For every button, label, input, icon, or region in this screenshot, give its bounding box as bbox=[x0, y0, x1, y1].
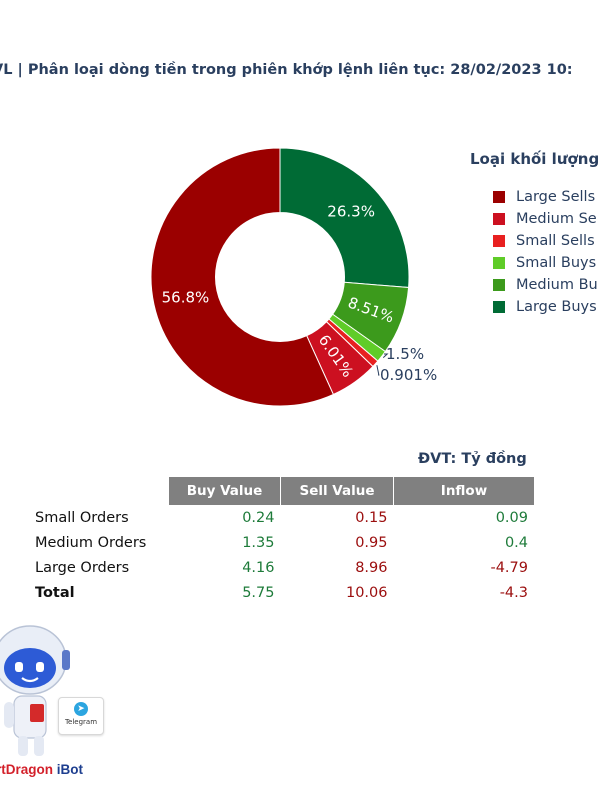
brand-logo: rtDragon iBot bbox=[0, 762, 83, 777]
leader-line bbox=[376, 365, 380, 376]
table-header-row: Buy Value Sell Value Inflow bbox=[27, 477, 534, 505]
inflow-cell: 0.09 bbox=[495, 509, 528, 526]
chart-title: VL | Phân loại dòng tiền trong phiên khớ… bbox=[0, 62, 573, 78]
legend-title: Loại khối lượng bbox=[470, 150, 600, 168]
header-sell-value: Sell Value bbox=[280, 477, 394, 505]
donut-chart: 26.3%8.51%1.5%0.901%6.01%56.8% bbox=[150, 147, 437, 407]
telegram-label: Telegram bbox=[64, 718, 98, 726]
table-row: Small Orders 0.24 0.15 0.09 bbox=[27, 505, 534, 530]
row-label: Small Orders bbox=[35, 509, 129, 526]
legend-item-medium-sells[interactable]: Medium Se bbox=[493, 208, 598, 230]
inflow-cell: 0.4 bbox=[504, 534, 528, 551]
table-row: Large Orders 4.16 8.96 -4.79 bbox=[27, 555, 534, 580]
legend-swatch bbox=[493, 213, 505, 225]
legend-swatch bbox=[493, 235, 505, 247]
slice-label: 0.901% bbox=[380, 366, 437, 384]
money-flow-table: Buy Value Sell Value Inflow Small Orders… bbox=[27, 477, 534, 605]
table-row: Medium Orders 1.35 0.95 0.4 bbox=[27, 530, 534, 555]
legend-item-large-sells[interactable]: Large Sells bbox=[493, 186, 598, 208]
brand-part2: iBot bbox=[53, 762, 83, 777]
legend-swatch bbox=[493, 257, 505, 269]
donut-slice-large-sells[interactable] bbox=[150, 147, 335, 407]
buy-value-cell: 5.75 bbox=[242, 584, 275, 601]
slice-label: 1.5% bbox=[386, 345, 424, 363]
legend-label: Small Sells bbox=[516, 233, 595, 249]
buy-value-cell: 4.16 bbox=[242, 559, 275, 576]
legend-label: Large Buys bbox=[516, 299, 597, 315]
slice-label: 26.3% bbox=[327, 202, 375, 220]
legend-item-medium-buys[interactable]: Medium Bu bbox=[493, 274, 598, 296]
legend-swatch bbox=[493, 191, 505, 203]
legend: Large Sells Medium Se Small Sells Small … bbox=[493, 186, 598, 318]
telegram-icon: ➤ bbox=[74, 702, 88, 716]
donut-slice-large-buys[interactable] bbox=[279, 147, 410, 289]
row-label: Total bbox=[35, 584, 75, 601]
header-buy-value: Buy Value bbox=[168, 477, 281, 505]
sell-value-cell: 0.95 bbox=[355, 534, 388, 551]
sell-value-cell: 10.06 bbox=[345, 584, 388, 601]
slice-label: 56.8% bbox=[162, 288, 210, 306]
sell-value-cell: 0.15 bbox=[355, 509, 388, 526]
legend-label: Medium Bu bbox=[516, 277, 598, 293]
legend-swatch bbox=[493, 301, 505, 313]
brand-part1: rtDragon bbox=[0, 762, 53, 777]
inflow-cell: -4.79 bbox=[490, 559, 528, 576]
legend-swatch bbox=[493, 279, 505, 291]
row-label: Large Orders bbox=[35, 559, 130, 576]
unit-label: ĐVT: Tỷ đồng bbox=[418, 451, 527, 467]
legend-label: Large Sells bbox=[516, 189, 596, 205]
inflow-cell: -4.3 bbox=[499, 584, 528, 601]
buy-value-cell: 0.24 bbox=[242, 509, 275, 526]
legend-item-large-buys[interactable]: Large Buys bbox=[493, 296, 598, 318]
table-row-total: Total 5.75 10.06 -4.3 bbox=[27, 580, 534, 605]
legend-label: Medium Se bbox=[516, 211, 597, 227]
legend-label: Small Buys bbox=[516, 255, 597, 271]
legend-item-small-buys[interactable]: Small Buys bbox=[493, 252, 598, 274]
robot-mascot-icon bbox=[0, 625, 70, 756]
legend-item-small-sells[interactable]: Small Sells bbox=[493, 230, 598, 252]
buy-value-cell: 1.35 bbox=[242, 534, 275, 551]
table-header-blank bbox=[27, 477, 169, 505]
header-inflow: Inflow bbox=[393, 477, 534, 505]
telegram-badge[interactable]: ➤ Telegram bbox=[58, 697, 104, 735]
leader-line bbox=[382, 353, 389, 359]
sell-value-cell: 8.96 bbox=[355, 559, 388, 576]
row-label: Medium Orders bbox=[35, 534, 147, 551]
